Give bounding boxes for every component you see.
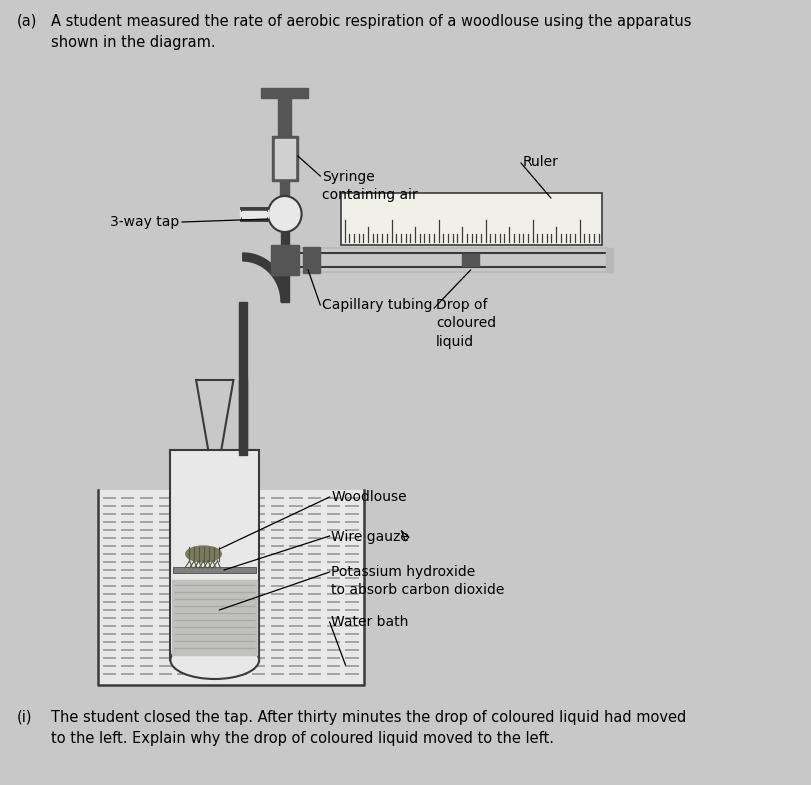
Circle shape bbox=[268, 196, 301, 232]
Bar bbox=[281, 232, 288, 302]
Text: Syringe
containing air: Syringe containing air bbox=[322, 170, 418, 203]
Bar bbox=[172, 580, 257, 655]
Bar bbox=[242, 210, 266, 217]
Bar bbox=[280, 181, 289, 196]
Bar bbox=[238, 380, 247, 455]
Bar bbox=[605, 248, 612, 272]
Ellipse shape bbox=[186, 546, 221, 562]
Bar bbox=[275, 256, 281, 264]
Bar bbox=[173, 567, 256, 573]
Bar bbox=[261, 88, 307, 98]
Text: Potassium hydroxide
to absorb carbon dioxide: Potassium hydroxide to absorb carbon dio… bbox=[331, 565, 504, 597]
Text: Water bath: Water bath bbox=[331, 615, 409, 629]
Bar bbox=[98, 490, 363, 685]
Text: Ruler: Ruler bbox=[522, 155, 558, 169]
Bar bbox=[272, 136, 298, 181]
Bar bbox=[461, 254, 478, 266]
Text: Wire gauze: Wire gauze bbox=[331, 530, 409, 544]
Text: (i): (i) bbox=[17, 710, 32, 725]
Text: Woodlouse: Woodlouse bbox=[331, 490, 406, 504]
Text: The student closed the tap. After thirty minutes the drop of coloured liquid had: The student closed the tap. After thirty… bbox=[51, 710, 686, 746]
Bar bbox=[240, 210, 268, 218]
Ellipse shape bbox=[170, 641, 259, 679]
Bar bbox=[238, 302, 247, 455]
Text: (a): (a) bbox=[17, 14, 37, 29]
Bar bbox=[170, 450, 259, 660]
Bar bbox=[303, 247, 320, 273]
Bar bbox=[270, 245, 298, 275]
Bar bbox=[278, 98, 291, 136]
Bar bbox=[274, 139, 294, 178]
Bar bbox=[341, 193, 602, 245]
Text: Capillary tubing: Capillary tubing bbox=[322, 298, 432, 312]
Text: Drop of
coloured
liquid: Drop of coloured liquid bbox=[436, 298, 496, 349]
Polygon shape bbox=[242, 253, 288, 302]
Text: 3-way tap: 3-way tap bbox=[110, 215, 179, 229]
Text: A student measured the rate of aerobic respiration of a woodlouse using the appa: A student measured the rate of aerobic r… bbox=[51, 14, 691, 50]
